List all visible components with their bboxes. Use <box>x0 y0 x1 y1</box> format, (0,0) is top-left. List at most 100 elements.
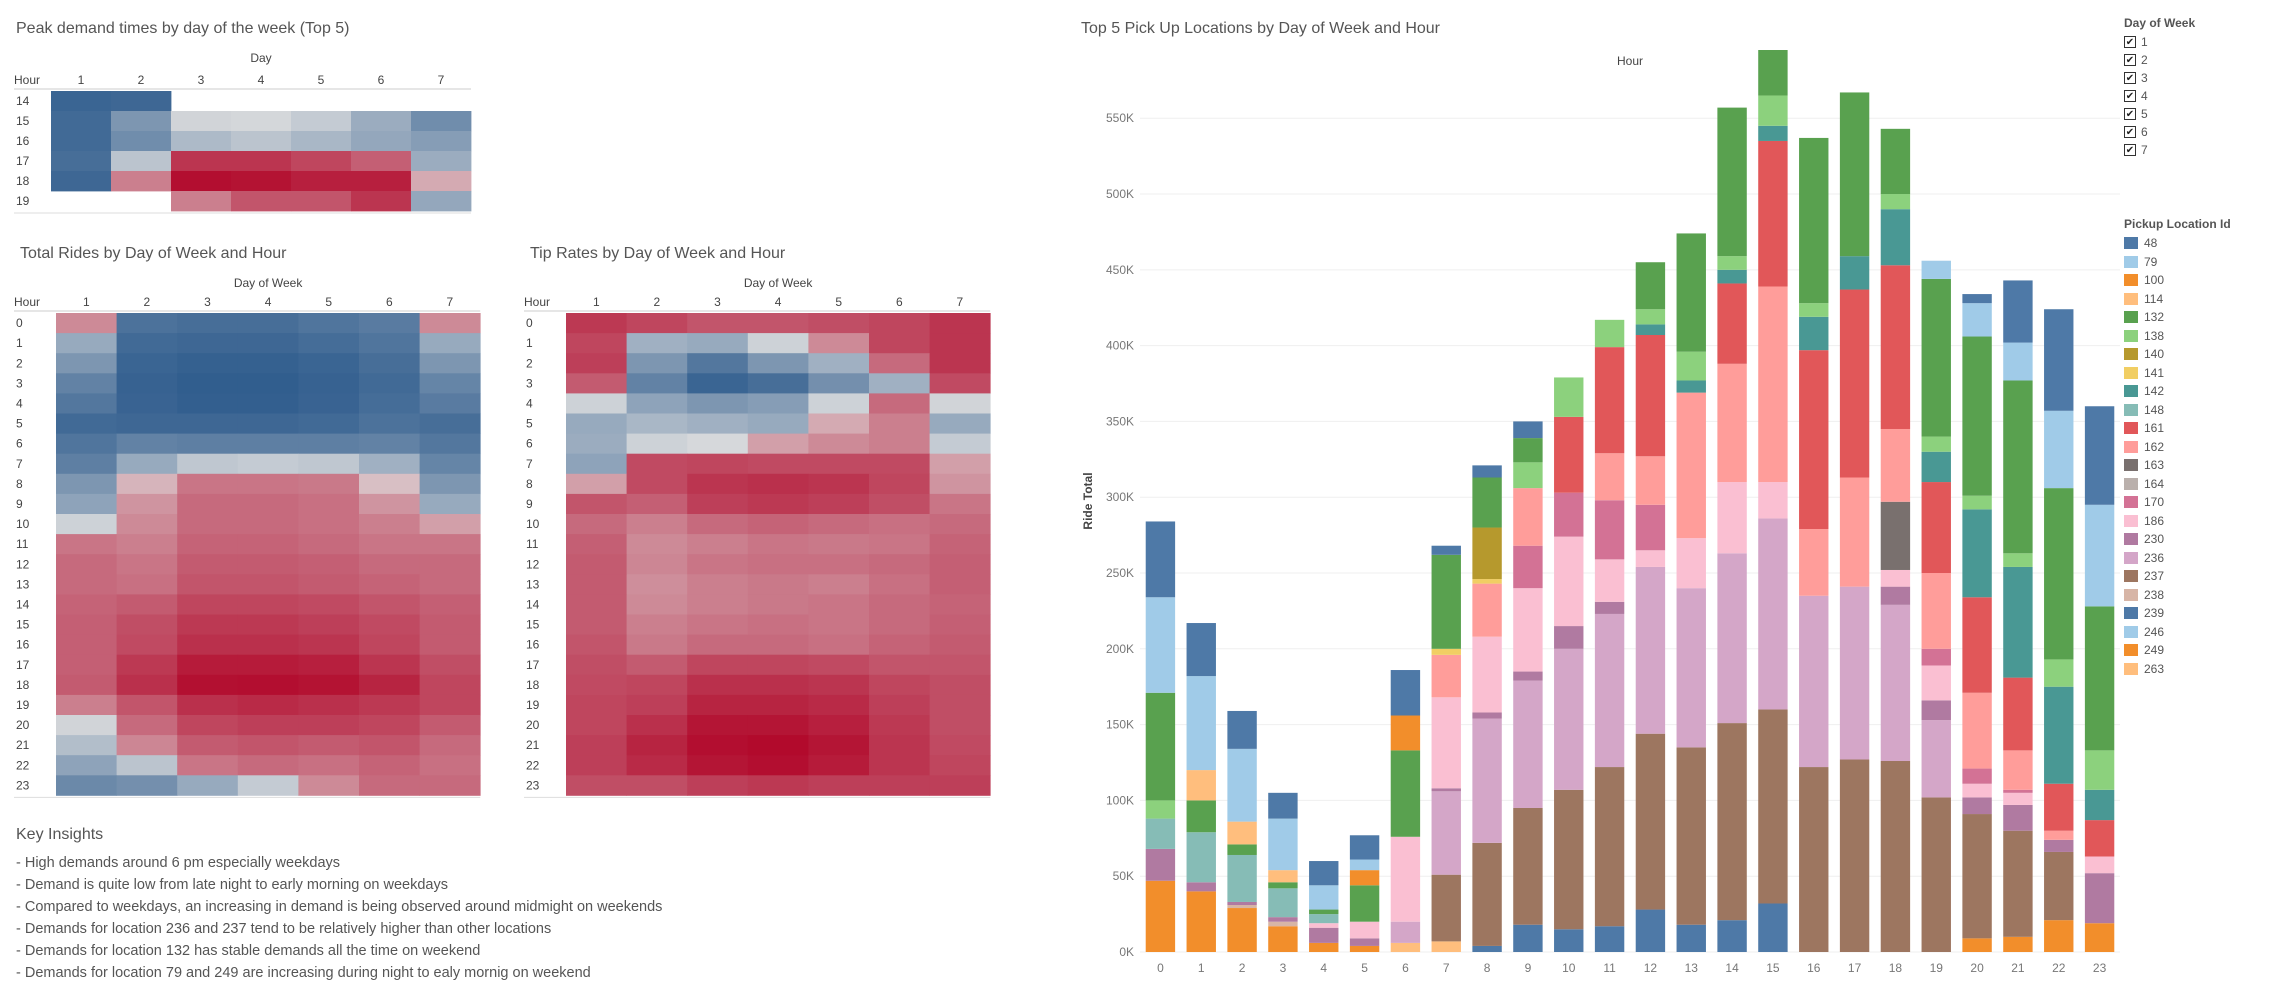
location-legend-item[interactable]: 100 <box>2124 271 2231 290</box>
bar-segment-138 <box>1676 351 1706 381</box>
location-legend-item[interactable]: 138 <box>2124 327 2231 346</box>
heatmap-cell <box>177 393 239 414</box>
hour-label: 7 <box>526 457 533 471</box>
heatmap-cell <box>687 473 749 495</box>
insights-item: - Demands for location 132 has stable de… <box>16 943 481 959</box>
heatmap-cell <box>566 594 627 615</box>
day-filter-item[interactable]: ✔ 1 <box>2124 33 2231 51</box>
heatmap-cell <box>237 574 299 595</box>
day-filter-label: 5 <box>2141 107 2148 121</box>
bar-segment-230 <box>1431 788 1461 792</box>
bar-segment-163 <box>1880 501 1911 570</box>
heatmap-cell <box>359 353 420 374</box>
checkbox-checked-icon[interactable]: ✔ <box>2124 144 2136 156</box>
bar-segment-236 <box>1513 680 1543 808</box>
hour-label: 7 <box>16 457 23 471</box>
heatmap-cell <box>808 634 870 656</box>
insights-item: - High demands around 6 pm especially we… <box>16 855 341 871</box>
bar-segment-162 <box>1472 583 1502 637</box>
heatmap-cell <box>808 413 870 434</box>
day-filter-item[interactable]: ✔ 2 <box>2124 51 2231 69</box>
location-legend-item[interactable]: 141 <box>2124 364 2231 383</box>
location-legend-item[interactable]: 237 <box>2124 567 2231 586</box>
location-legend-item[interactable]: 236 <box>2124 549 2231 568</box>
heatmap-cell <box>359 654 420 676</box>
heatmap-cell <box>687 313 749 334</box>
heatmap-cell <box>56 634 117 656</box>
heatmap-cell <box>411 111 472 132</box>
heatmap-cell <box>566 473 627 495</box>
legend-swatch <box>2124 607 2138 620</box>
heatmap-cell <box>687 634 749 656</box>
location-legend-item[interactable]: 132 <box>2124 308 2231 327</box>
checkbox-checked-icon[interactable]: ✔ <box>2124 54 2136 66</box>
heatmap-cell <box>869 473 930 495</box>
day-label: 5 <box>318 73 325 87</box>
bar-segment-230 <box>1513 671 1543 681</box>
location-legend-item[interactable]: 114 <box>2124 290 2231 309</box>
location-legend-item[interactable]: 142 <box>2124 382 2231 401</box>
heatmap-cell <box>808 594 870 615</box>
heatmap-cell <box>359 694 420 716</box>
day-filter-item[interactable]: ✔ 7 <box>2124 141 2231 159</box>
heatmap-cell <box>808 694 870 716</box>
bar-segment-236 <box>1880 604 1911 761</box>
location-legend-item[interactable]: 239 <box>2124 604 2231 623</box>
heatmap-cell <box>231 191 292 212</box>
location-legend-item[interactable]: 238 <box>2124 586 2231 605</box>
heatmap-cell <box>566 413 627 434</box>
heatmap-cell <box>116 755 178 776</box>
location-legend-item[interactable]: 186 <box>2124 512 2231 531</box>
x-tick-label: 12 <box>1644 961 1658 975</box>
insights-item: - Demands for location 79 and 249 are in… <box>16 965 591 981</box>
hour-label: 21 <box>526 738 540 752</box>
location-legend-item[interactable]: 263 <box>2124 660 2231 679</box>
location-legend-item[interactable]: 79 <box>2124 253 2231 272</box>
hour-label: 15 <box>526 618 540 632</box>
location-legend-item[interactable]: 161 <box>2124 419 2231 438</box>
checkbox-checked-icon[interactable]: ✔ <box>2124 36 2136 48</box>
location-legend-label: 238 <box>2144 587 2165 602</box>
day-filter-item[interactable]: ✔ 6 <box>2124 123 2231 141</box>
location-legend-item[interactable]: 170 <box>2124 493 2231 512</box>
heatmap-cell <box>56 473 117 495</box>
location-legend-item[interactable]: 162 <box>2124 438 2231 457</box>
hour-label: 19 <box>16 698 30 712</box>
location-legend-item[interactable]: 246 <box>2124 623 2231 642</box>
bar-segment-162 <box>1962 692 1992 769</box>
location-legend-item[interactable]: 148 <box>2124 401 2231 420</box>
bar-segment-48 <box>1472 465 1502 478</box>
checkbox-checked-icon[interactable]: ✔ <box>2124 126 2136 138</box>
location-legend-item[interactable]: 230 <box>2124 530 2231 549</box>
location-legend-item[interactable]: 140 <box>2124 345 2231 364</box>
hour-label: 20 <box>16 718 30 732</box>
heatmap-cell <box>419 574 481 595</box>
bar-segment-249 <box>1349 870 1380 886</box>
checkbox-checked-icon[interactable]: ✔ <box>2124 72 2136 84</box>
bar-segment-186 <box>1921 665 1951 701</box>
location-legend-item[interactable]: 164 <box>2124 475 2231 494</box>
location-legend-label: 163 <box>2144 458 2165 473</box>
day-label: 7 <box>447 295 454 309</box>
checkbox-checked-icon[interactable]: ✔ <box>2124 90 2136 102</box>
checkbox-checked-icon[interactable]: ✔ <box>2124 108 2136 120</box>
y-tick-label: 200K <box>1106 642 1134 656</box>
heatmap-cell <box>111 171 172 192</box>
heatmap-cell <box>747 493 809 515</box>
location-legend-item[interactable]: 163 <box>2124 456 2231 475</box>
location-legend-item[interactable]: 249 <box>2124 641 2231 660</box>
day-filter-item[interactable]: ✔ 4 <box>2124 87 2231 105</box>
day-filter-item[interactable]: ✔ 5 <box>2124 105 2231 123</box>
day-filter-item[interactable]: ✔ 3 <box>2124 69 2231 87</box>
hour-label: 23 <box>16 778 30 792</box>
location-legend-item[interactable]: 48 <box>2124 234 2231 253</box>
legend-swatch <box>2124 255 2138 268</box>
heatmap-cell <box>237 755 299 776</box>
heatmap-cell <box>56 333 117 354</box>
heatmap-cell <box>687 393 749 414</box>
bar-segment-236 <box>1390 921 1421 943</box>
heatmap-cell <box>566 393 627 414</box>
bar-segment-239 <box>1349 835 1380 860</box>
heatmap-cell <box>177 654 239 676</box>
location-legend-label: 164 <box>2144 476 2165 491</box>
